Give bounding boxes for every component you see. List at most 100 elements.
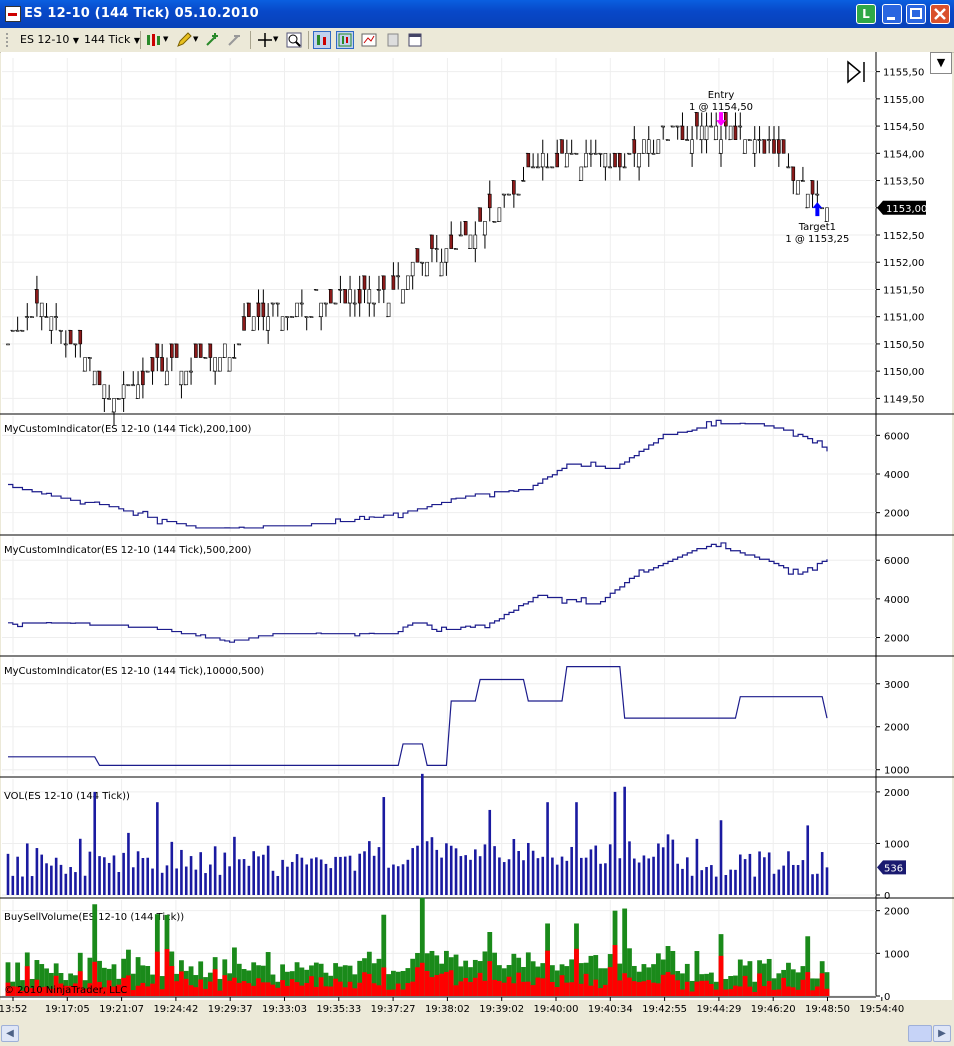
horizontal-scrollbar[interactable]: ◀ ▶ [0,1022,954,1046]
chevron-down-icon[interactable]: ▼ [273,35,279,43]
price-bar [184,370,189,386]
sell-volume-bar [299,985,305,996]
sell-volume-bar [395,983,401,996]
price-bar [796,180,800,195]
buy-volume-bar [713,981,719,996]
interval-selector[interactable]: 144 Tick ▼ [84,31,140,49]
chart-properties-icon[interactable] [360,31,378,49]
buy-volume-bar [458,966,464,996]
buy-volume-bar [728,976,734,996]
indicator-line [8,665,828,767]
volume-bar [170,841,174,895]
price-bar [266,316,270,331]
buy-volume-bar [342,965,348,996]
volume-bar [767,852,771,895]
sell-volume-bar [333,978,338,996]
link-button[interactable]: L [856,4,876,24]
remove-indicator-icon[interactable] [226,31,244,49]
volume-bar [305,864,308,895]
volume-bar [247,865,251,895]
buy-volume-bar [429,950,435,996]
price-bar [160,357,164,372]
scroll-thumb[interactable] [908,1025,932,1042]
scroll-left-button[interactable]: ◀ [1,1025,19,1042]
volume-bar [83,875,87,895]
sell-volume-bar [73,983,78,996]
chart-svg[interactable]: 1155,50 1155,00 1154,50 1154,00 1153,50 1153,… [0,52,954,1022]
sell-volume-bar [121,977,127,996]
sell-volume-bar [622,973,628,996]
sell-volume-bar [569,982,575,996]
buy-volume-bar [569,959,575,996]
price-bar [777,139,781,154]
minimize-button[interactable] [882,4,902,24]
time-axis-label: 19:44:29 [696,1004,741,1015]
volume-bar [661,847,665,895]
chevron-down-icon[interactable]: ▼ [163,35,169,43]
buy-volume-bar [419,897,425,996]
close-button[interactable] [930,4,950,24]
instrument-selector[interactable]: ES 12-10 ▼ [20,31,79,49]
volume-bar [392,864,395,895]
volume-bar [411,848,414,895]
volume-bar [758,851,761,895]
price-bar [165,370,169,386]
volume-bar [575,802,578,895]
buy-volume-bar [285,971,290,996]
price-bar [174,343,179,358]
volume-bar [421,773,424,895]
price-bar [719,139,723,154]
buy-volume-bar [126,949,131,996]
sell-volume-bar [694,981,700,996]
volume-bar [252,851,255,895]
time-axis-label: 19:48:50 [805,1004,850,1015]
add-indicator-icon[interactable] [204,31,222,49]
volume-bar [551,857,554,895]
volume-bar [705,866,708,895]
chevron-down-icon[interactable]: ▼ [193,35,199,43]
chevron-down-icon: ▼ [133,36,141,45]
sell-volume-bar [574,948,579,996]
sell-volume-bar [313,986,319,996]
volume-bar [6,853,10,895]
maximize-button[interactable] [906,4,926,24]
volume-bar [358,853,361,895]
buy-volume-bar [140,965,146,996]
time-axis-label: 19:40:00 [534,1004,579,1015]
snapshot-icon[interactable] [384,31,402,49]
sell-volume-bar [439,973,444,996]
chart-trader-icon[interactable] [313,31,331,49]
volume-bar [618,858,622,895]
buy-volume-bar [391,970,396,996]
indicator-title: MyCustomIndicator(ES 12-10 (144 Tick),50… [4,545,251,556]
volume-bar [459,856,463,895]
buy-volume-bar [564,966,570,996]
price-bar [825,207,829,222]
price-bar [155,343,160,358]
chart-area[interactable]: 1155,50 1155,00 1154,50 1154,00 1153,50 1153,… [0,52,954,1046]
volume-bar [714,876,718,895]
scroll-right-button[interactable]: ▶ [933,1025,951,1042]
price-bar [78,330,83,345]
panel-menu-button[interactable]: ▼ [930,52,952,74]
volume-bar [743,859,747,895]
buy-volume-bar [578,963,584,996]
buy-volume-bar [265,952,271,996]
pencil-icon[interactable] [175,31,193,49]
last-price-marker [877,200,926,215]
sell-volume-bar [790,987,796,996]
window-icon[interactable] [406,31,424,49]
bar-style-icon[interactable] [145,31,163,49]
data-box-icon[interactable] [336,31,354,49]
volume-bar [117,872,121,895]
sell-volume-bar [429,977,435,996]
volume-bar [763,857,766,895]
crosshair-icon[interactable] [256,31,274,49]
time-axis-label: 13:52 [0,1004,27,1015]
sell-volume-bar [482,980,488,996]
price-bar [733,125,738,140]
sell-volume-bar [578,983,584,996]
buy-volume-bar [521,966,526,996]
sell-volume-bar [236,982,242,996]
zoom-icon[interactable] [285,31,303,49]
